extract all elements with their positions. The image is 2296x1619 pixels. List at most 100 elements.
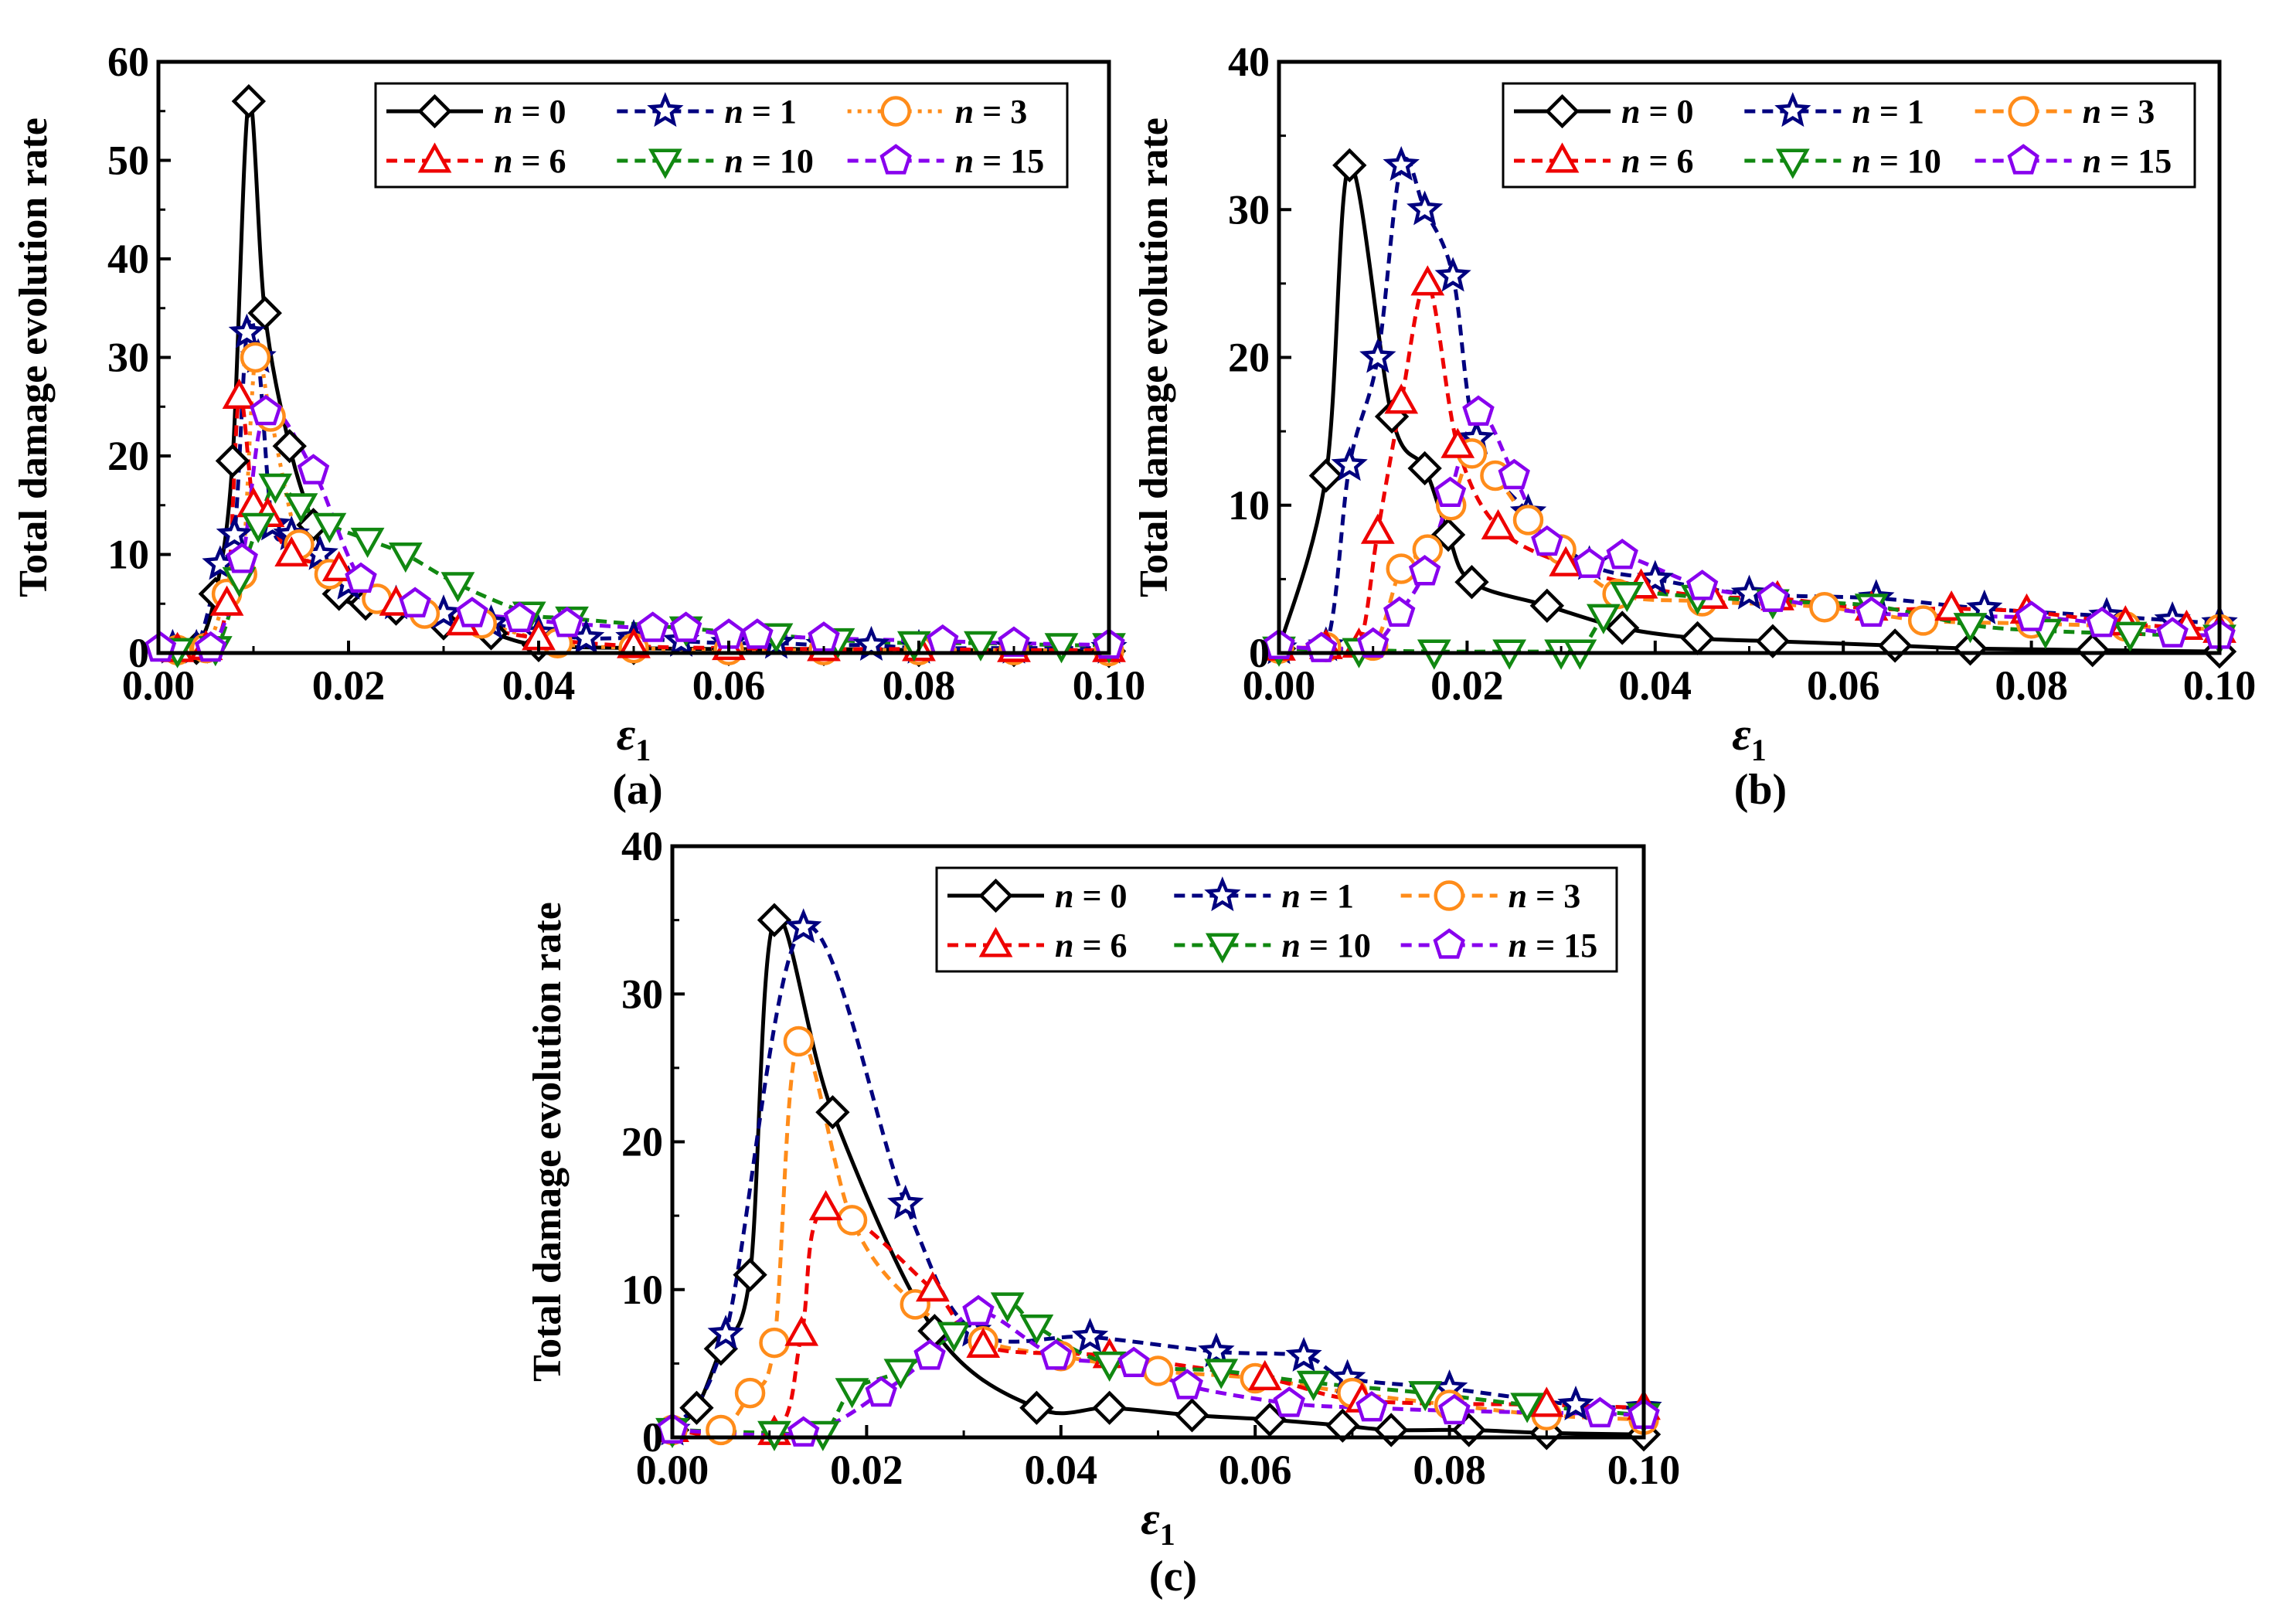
- data-point-c-4-10: [1296, 1370, 1331, 1401]
- data-point-b-0-6: [1454, 565, 1489, 600]
- data-point-c-4-3: [835, 1378, 869, 1409]
- legend-marker-c-0: [978, 878, 1013, 913]
- data-point-c-4-12: [1510, 1393, 1545, 1423]
- data-point-b-3-13: [1934, 590, 1969, 621]
- data-point-a-4-16: [964, 631, 998, 662]
- data-point-b-3-4: [1384, 383, 1419, 414]
- legend-label-b-4: n = 10: [1852, 142, 1941, 180]
- y-tick-label-a-2: 20: [107, 433, 149, 479]
- data-point-a-5-7: [456, 597, 488, 628]
- data-point-c-5-4: [962, 1294, 995, 1326]
- data-point-a-5-16: [998, 626, 1030, 657]
- data-point-a-5-4: [297, 454, 330, 485]
- data-point-c-2-4: [783, 1025, 815, 1057]
- data-point-b-1-4: [1383, 146, 1420, 181]
- data-point-a-3-6: [274, 536, 309, 567]
- data-point-b-5-13: [1855, 596, 1888, 627]
- legend-label-c-0: n = 0: [1055, 877, 1128, 915]
- data-point-b-1-3: [1359, 338, 1396, 373]
- data-point-c-2-2: [734, 1377, 766, 1409]
- data-point-c-1-7: [1285, 1336, 1322, 1372]
- x-tick-label-a-5: 0.10: [1073, 662, 1146, 709]
- data-point-b-5-5: [1434, 476, 1467, 508]
- legend-label-a-0: n = 0: [494, 93, 566, 131]
- legend-marker-a-2: [880, 96, 911, 127]
- data-point-c-0-3: [733, 1257, 767, 1292]
- x-tick-label-b-0: 0.00: [1243, 662, 1316, 709]
- x-tick-label-a-1: 0.02: [312, 662, 386, 709]
- legend-label-a-5: n = 15: [955, 142, 1045, 180]
- y-tick-label-a-1: 10: [107, 532, 149, 578]
- x-tick-label-c-1: 0.02: [830, 1447, 903, 1493]
- y-tick-label-a-3: 30: [107, 335, 149, 381]
- x-tick-label-c-5: 0.10: [1607, 1447, 1681, 1493]
- y-tick-label-b-0: 0: [1249, 630, 1270, 676]
- data-point-c-4-5: [937, 1321, 971, 1352]
- legend-marker-a-3: [417, 142, 452, 173]
- x-tick-label-c-3: 0.06: [1219, 1447, 1292, 1493]
- data-point-c-2-3: [759, 1327, 790, 1359]
- data-point-c-1-2: [784, 908, 822, 944]
- data-point-c-0-12: [1373, 1413, 1409, 1447]
- legend-label-a-4: n = 10: [724, 142, 814, 180]
- panel-label-b: (b): [1734, 766, 1787, 814]
- data-point-c-0-9: [1175, 1398, 1209, 1433]
- data-point-a-0-4: [231, 83, 267, 119]
- data-point-c-4-11: [1408, 1381, 1443, 1412]
- data-point-b-0-5: [1430, 517, 1466, 553]
- data-point-b-5-9: [1573, 547, 1606, 578]
- y-tick-label-c-3: 30: [621, 971, 663, 1017]
- data-point-c-1-10: [1557, 1386, 1594, 1421]
- legend-box-a: [374, 82, 1069, 189]
- y-tick-label-a-5: 50: [107, 138, 149, 184]
- x-tick-label-a-0: 0.00: [122, 662, 196, 709]
- data-point-c-0-11: [1325, 1408, 1360, 1443]
- data-point-b-3-6: [1441, 427, 1475, 458]
- legend-label-b-0: n = 0: [1621, 93, 1694, 131]
- data-point-c-5-9: [1355, 1391, 1388, 1422]
- data-point-a-5-6: [399, 587, 431, 617]
- data-point-c-0-8: [1092, 1390, 1127, 1425]
- data-point-a-1-4: [228, 313, 266, 349]
- data-point-b-4-6: [1586, 604, 1621, 634]
- data-point-b-5-3: [1383, 596, 1416, 627]
- data-point-a-5-3: [250, 394, 282, 426]
- data-point-a-0-3: [215, 444, 250, 478]
- data-point-a-4-3: [241, 512, 276, 543]
- y-tick-label-b-1: 10: [1228, 482, 1270, 529]
- data-point-b-5-10: [1606, 539, 1638, 570]
- data-point-c-5-5: [1039, 1339, 1073, 1370]
- data-point-a-4-7: [350, 527, 385, 558]
- legend-marker-b-5: [2007, 144, 2039, 175]
- x-tick-label-b-4: 0.08: [1995, 662, 2068, 709]
- data-point-a-4-17: [1044, 633, 1079, 664]
- data-point-c-0-7: [1019, 1390, 1054, 1425]
- x-tick-label-a-2: 0.04: [502, 662, 576, 709]
- data-point-a-4-8: [388, 542, 423, 573]
- panel-label-c: (c): [1149, 1553, 1197, 1600]
- series-line-b-0: [1279, 163, 2219, 653]
- data-point-b-0-13: [2075, 632, 2110, 668]
- data-point-b-1-11: [1730, 574, 1768, 610]
- legend-marker-c-1: [1204, 876, 1241, 912]
- chart-b: 0 10 20 30 40 0.00 0.02 0.04 0.06 0.08 0.10 Total d…: [1132, 39, 2256, 767]
- data-point-c-2-1: [706, 1414, 736, 1446]
- data-point-b-0-2: [1332, 148, 1367, 183]
- y-axis-label-c: Total damage evolution rate: [526, 902, 570, 1382]
- y-tick-label-a-0: 0: [128, 630, 149, 676]
- data-point-b-1-6: [1434, 257, 1471, 292]
- data-point-c-5-2: [865, 1376, 897, 1407]
- data-point-a-4-15: [896, 631, 931, 662]
- legend-marker-c-2: [1434, 880, 1464, 911]
- legend-label-b-3: n = 6: [1621, 142, 1694, 180]
- legend-label-b-5: n = 15: [2083, 142, 2172, 180]
- data-point-b-5-12: [1757, 581, 1789, 612]
- data-point-b-3-7: [1481, 508, 1515, 539]
- data-point-b-5-6: [1462, 395, 1495, 426]
- legend-marker-c-4: [1205, 933, 1240, 964]
- legend-box-b: [1502, 82, 2196, 189]
- y-tick-label-b-2: 20: [1228, 335, 1270, 381]
- legend-label-c-4: n = 10: [1281, 927, 1371, 964]
- data-point-a-4-9: [440, 572, 475, 603]
- data-point-c-4-6: [990, 1292, 1025, 1323]
